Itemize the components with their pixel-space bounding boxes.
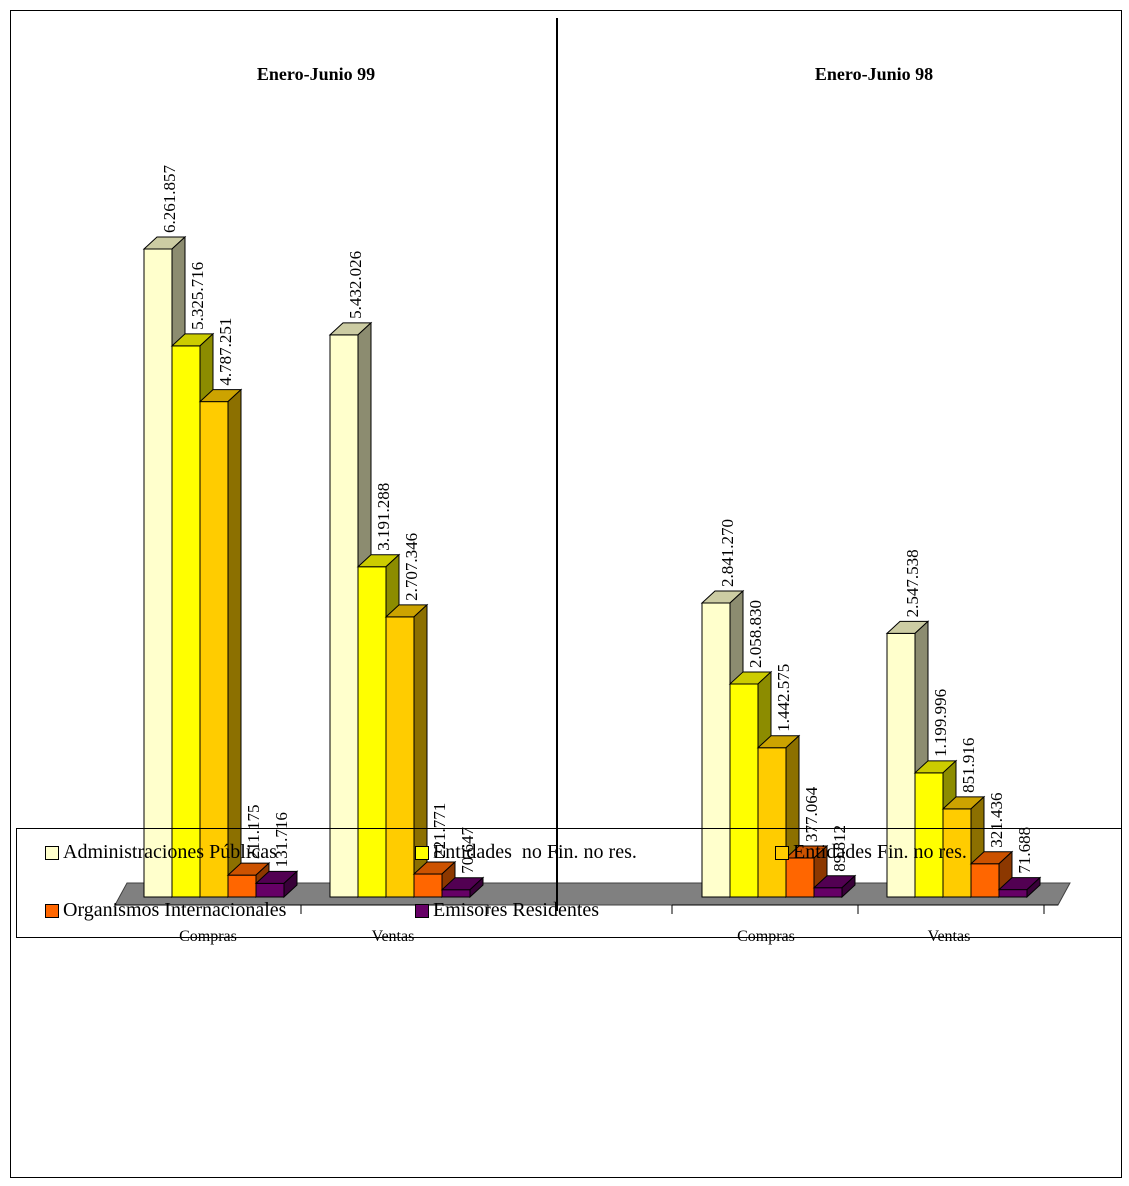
legend-label: Emisores Residentes [433,899,600,921]
legend-swatch [415,845,429,860]
legend-label: Entidades no Fin. no res. [433,841,637,863]
category-label: Ventas [372,928,415,945]
legend-swatch [775,845,789,860]
category-label: Compras [737,928,795,945]
bar-side [1026,876,1041,899]
bar [729,683,759,898]
bar [942,808,972,898]
bar [785,857,815,898]
legend-item-entidades-no-fin: Entidades no Fin. no res. [415,841,637,864]
bar [199,401,229,898]
data-label: 1.442.575 [774,664,793,732]
data-label: 2.058.830 [746,600,765,668]
legend-swatch [45,903,59,918]
legend-item-entidades-fin: Entidades Fin. no res. [775,841,967,864]
data-label: 1.199.996 [931,689,950,757]
bar-side [227,388,242,899]
data-label: 70.647 [458,826,477,873]
data-label: 321.436 [987,792,1006,847]
panel-title: Enero-Junio 98 [815,64,933,84]
bar-side [283,870,298,899]
data-label: 2.841.270 [718,519,737,587]
bar [757,747,787,898]
data-label: 2.707.346 [402,533,421,601]
bar-side [841,874,856,899]
data-label: 211.175 [244,805,263,860]
bar [143,248,173,898]
bar [329,334,359,898]
legend-label: Entidades Fin. no res. [793,841,967,863]
legend-label: Administraciones Públicas [63,841,277,863]
data-label: 2.547.538 [903,549,922,617]
panel-title: Enero-Junio 99 [257,64,375,84]
data-label: 851.916 [959,738,978,793]
legend-item-emisores-residentes: Emisores Residentes [415,899,599,922]
data-label: 4.787.251 [216,318,235,386]
data-label: 221.771 [430,803,449,858]
category-label: Compras [179,928,237,945]
bar [701,602,731,898]
legend: Administraciones Públicas Entidades no F… [16,828,1122,938]
bar [171,345,201,898]
legend-swatch [45,845,59,860]
legend-swatch [415,903,429,918]
data-label: 89.812 [830,825,849,872]
legend-item-organismos-internacionales: Organismos Internacionales [45,899,286,922]
data-label: 6.261.857 [160,165,179,234]
data-label: 5.432.026 [346,251,365,319]
category-label: Ventas [928,928,971,945]
legend-item-administraciones-publicas: Administraciones Públicas [45,841,277,864]
data-label: 131.716 [272,812,291,867]
legend-label: Organismos Internacionales [63,899,287,921]
data-label: 5.325.716 [188,262,207,330]
data-label: 71.688 [1015,827,1034,874]
bar-side [469,876,484,899]
data-label: 3.191.288 [374,483,393,551]
